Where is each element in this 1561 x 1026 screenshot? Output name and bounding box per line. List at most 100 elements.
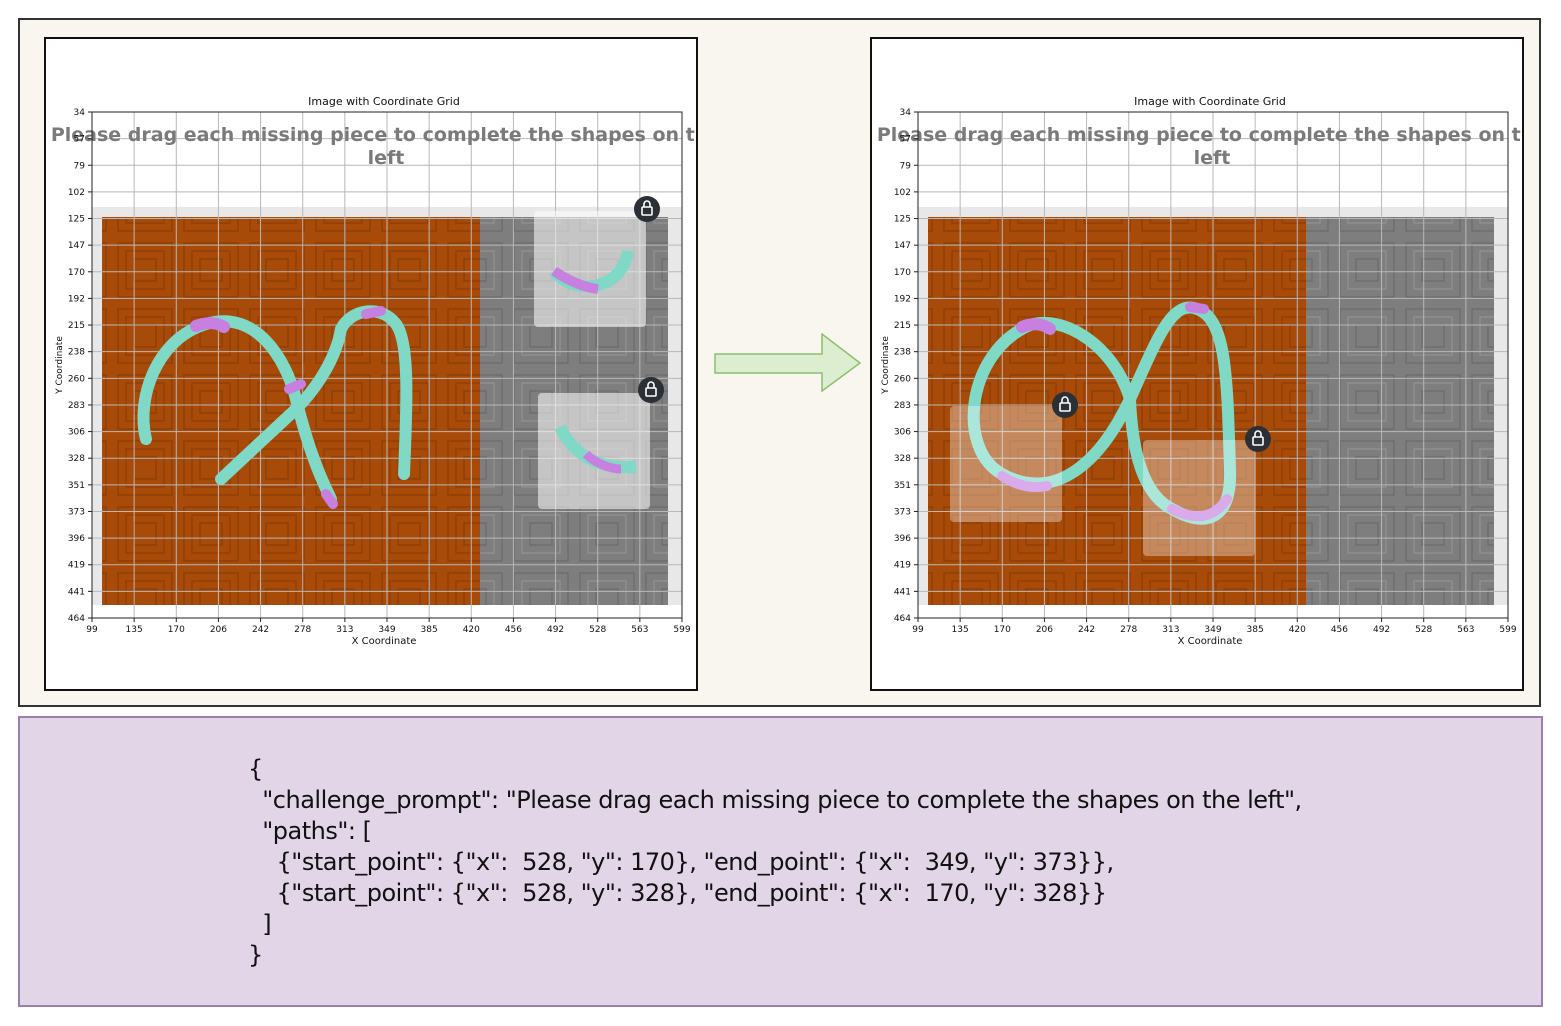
y-tick-label: 34 xyxy=(900,108,912,118)
y-axis-ticks: 34 57 79 102 125 147 170 192 215 238 260 283 306 328 3… xyxy=(894,108,918,624)
y-tick-label: 102 xyxy=(68,188,85,198)
x-tick-label: 420 xyxy=(1289,625,1306,635)
x-tick-label: 135 xyxy=(126,625,143,635)
before-screenshot: Image with Coordinate Grid xyxy=(44,37,698,691)
challenge-text: Please drag each missing piece to comple… xyxy=(51,124,696,146)
y-tick-label: 419 xyxy=(894,561,911,571)
y-tick-label: 441 xyxy=(68,587,85,597)
x-tick-label: 492 xyxy=(1373,625,1390,635)
y-tick-label: 306 xyxy=(68,428,85,438)
x-tick-label: 313 xyxy=(1162,625,1179,635)
y-tick-label: 238 xyxy=(894,348,911,358)
x-tick-label: 456 xyxy=(505,625,522,635)
placed-piece-2[interactable] xyxy=(1143,440,1255,556)
json-line: "challenge_prompt": "Please drag each mi… xyxy=(248,786,1302,814)
after-chart: Image with Coordinate Grid Please drag e… xyxy=(877,95,1522,647)
challenge-text-cont: left xyxy=(368,147,405,169)
x-tick-label: 170 xyxy=(994,625,1011,635)
y-tick-label: 283 xyxy=(68,401,85,411)
x-tick-label: 420 xyxy=(463,625,480,635)
x-tick-label: 456 xyxy=(1331,625,1348,635)
x-tick-label: 242 xyxy=(1078,625,1095,635)
x-tick-label: 349 xyxy=(378,625,395,635)
piece-tray xyxy=(1306,217,1494,605)
y-tick-label: 328 xyxy=(68,454,85,464)
x-tick-label: 242 xyxy=(252,625,269,635)
y-tick-label: 215 xyxy=(894,321,911,331)
chart-title: Image with Coordinate Grid xyxy=(308,95,460,108)
y-tick-label: 125 xyxy=(894,215,911,225)
x-axis-label: X Coordinate xyxy=(1178,636,1243,647)
y-tick-label: 170 xyxy=(894,268,911,278)
json-line: ] xyxy=(248,910,272,938)
json-line: "paths": [ xyxy=(248,817,372,845)
y-tick-label: 79 xyxy=(900,161,912,171)
x-tick-label: 206 xyxy=(210,625,227,635)
y-tick-label: 464 xyxy=(68,614,85,624)
x-tick-label: 99 xyxy=(912,625,924,635)
shape-strokes xyxy=(967,301,1237,525)
challenge-text-cont: left xyxy=(1194,147,1231,169)
y-tick-label: 441 xyxy=(894,587,911,597)
x-tick-label: 599 xyxy=(673,625,690,635)
y-tick-label: 306 xyxy=(894,428,911,438)
x-tick-label: 385 xyxy=(421,625,438,635)
json-line: } xyxy=(248,941,263,969)
x-tick-label: 599 xyxy=(1499,625,1516,635)
y-tick-label: 351 xyxy=(894,481,911,491)
lock-icon[interactable] xyxy=(638,377,664,403)
x-tick-label: 170 xyxy=(168,625,185,635)
y-tick-label: 57 xyxy=(74,135,85,145)
y-tick-label: 464 xyxy=(894,614,911,624)
placed-piece-1[interactable] xyxy=(950,406,1062,522)
y-tick-label: 260 xyxy=(68,374,85,384)
lock-icon[interactable] xyxy=(634,196,660,222)
y-axis-label: Y Coordinate xyxy=(55,336,65,395)
y-tick-label: 192 xyxy=(894,294,911,304)
after-screenshot: Image with Coordinate Grid Please drag e… xyxy=(870,37,1524,691)
json-line: { xyxy=(248,755,263,783)
x-axis-ticks: 99 135 170 206 242 278 313 349 385 420 456 492 528 56… xyxy=(86,618,691,635)
shape-strokes xyxy=(137,305,413,509)
chart-title: Image with Coordinate Grid xyxy=(1134,95,1286,108)
y-tick-label: 170 xyxy=(68,268,85,278)
x-tick-label: 563 xyxy=(631,625,648,635)
x-tick-label: 528 xyxy=(1415,625,1432,635)
y-tick-label: 147 xyxy=(68,241,85,251)
lock-icon[interactable] xyxy=(1052,392,1078,418)
right-arrow-icon xyxy=(714,333,862,393)
y-tick-label: 283 xyxy=(894,401,911,411)
y-tick-label: 238 xyxy=(68,348,85,358)
x-tick-label: 385 xyxy=(1247,625,1264,635)
json-line: {"start_point": {"x": 528, "y": 328}, "e… xyxy=(248,879,1107,907)
x-axis-ticks: 99 135 170 206 242 278 313 349 385 420 456 492 528 56… xyxy=(912,618,1517,635)
y-tick-label: 79 xyxy=(74,161,86,171)
puzzle-board xyxy=(928,217,1306,605)
y-tick-label: 147 xyxy=(894,241,911,251)
y-tick-label: 328 xyxy=(894,454,911,464)
lock-icon[interactable] xyxy=(1245,426,1271,452)
y-tick-label: 125 xyxy=(68,215,85,225)
answer-json-panel: { "challenge_prompt": "Please drag each … xyxy=(18,716,1543,1007)
y-tick-label: 373 xyxy=(894,507,911,517)
y-tick-label: 396 xyxy=(894,534,911,544)
y-tick-label: 260 xyxy=(894,374,911,384)
json-line: {"start_point": {"x": 528, "y": 170}, "e… xyxy=(248,848,1115,876)
x-tick-label: 278 xyxy=(1120,625,1137,635)
y-axis-ticks: 34 57 79 102 125 147 170 192 215 238 260 283 306 328 3… xyxy=(68,108,92,624)
y-tick-label: 57 xyxy=(900,135,911,145)
x-tick-label: 349 xyxy=(1204,625,1221,635)
puzzle-piece-1[interactable] xyxy=(534,211,646,327)
y-tick-label: 351 xyxy=(68,481,85,491)
y-tick-label: 192 xyxy=(68,294,85,304)
x-tick-label: 135 xyxy=(952,625,969,635)
y-tick-label: 102 xyxy=(894,188,911,198)
y-tick-label: 373 xyxy=(68,507,85,517)
x-tick-label: 99 xyxy=(86,625,98,635)
x-tick-label: 492 xyxy=(547,625,564,635)
x-tick-label: 313 xyxy=(336,625,353,635)
puzzle-piece-2[interactable] xyxy=(538,393,650,509)
x-tick-label: 278 xyxy=(294,625,311,635)
y-tick-label: 215 xyxy=(68,321,85,331)
x-axis-label: X Coordinate xyxy=(352,636,417,647)
